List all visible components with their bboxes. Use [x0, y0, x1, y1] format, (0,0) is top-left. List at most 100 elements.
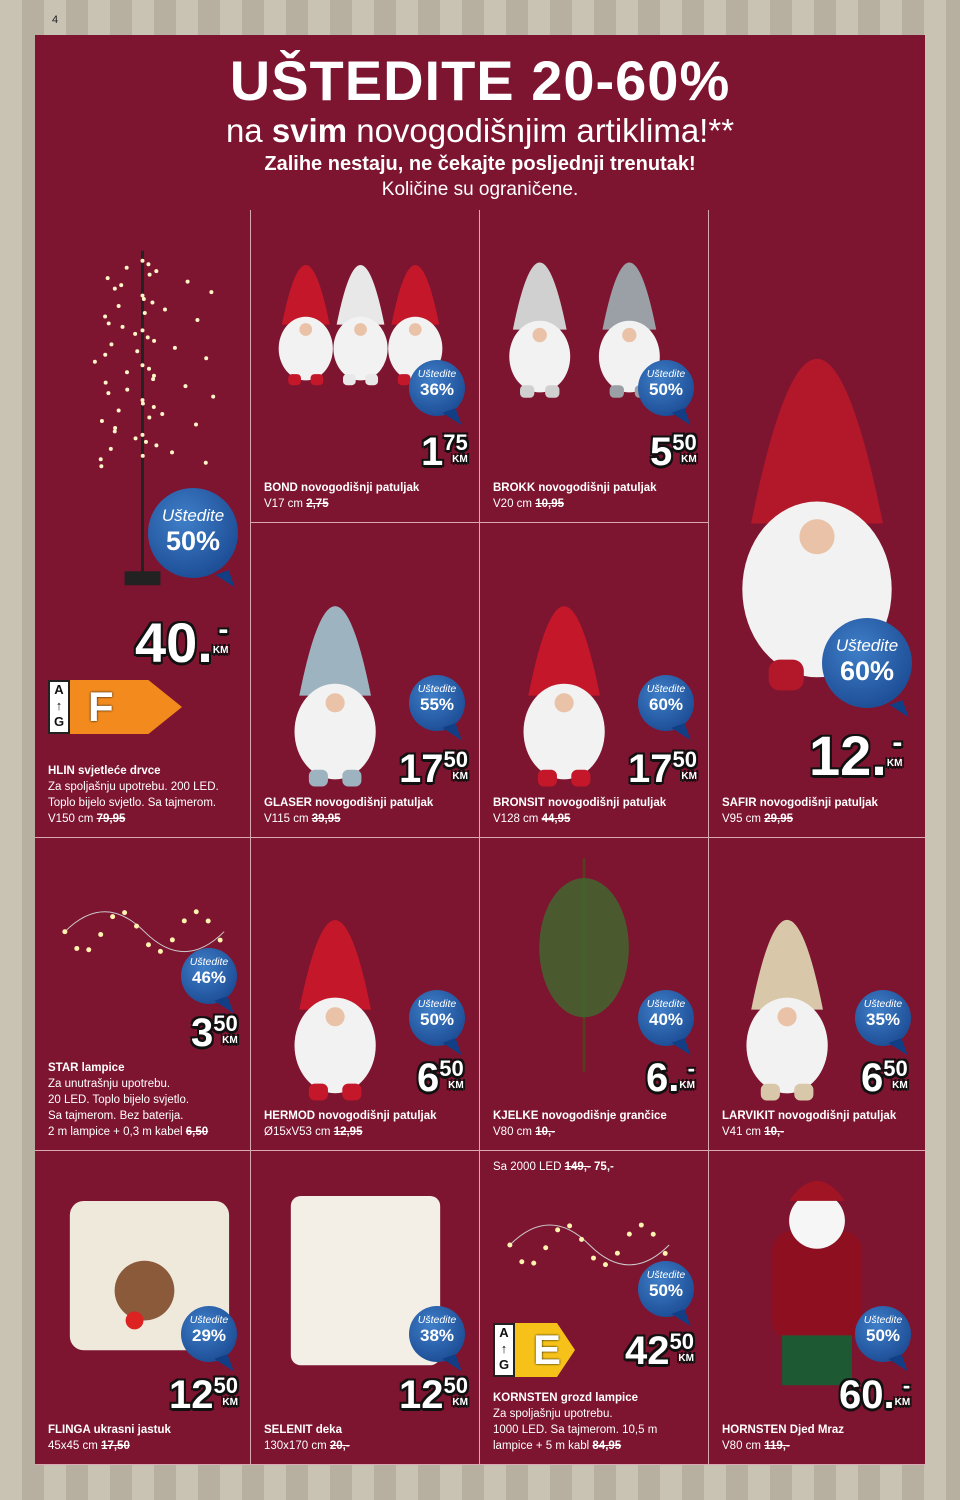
product-info: HLIN svjetleće drvce Za spoljašnju upotre…: [48, 763, 242, 827]
product-info: HERMOD novogodišnji patuljak Ø15xV53 cm 1…: [264, 1108, 471, 1140]
subheadline-pre: na: [225, 112, 272, 149]
price: 1750 KM: [399, 747, 468, 791]
product-info: BROKK novogodišnji patuljak V20 cm 10,95: [493, 480, 700, 512]
discount-badge: Uštedite 35%: [855, 990, 911, 1046]
price: 175 KM: [421, 430, 468, 474]
price: 1750 KM: [628, 747, 697, 791]
product-info: SELENIT deka 130x170 cm 20,-: [264, 1422, 471, 1454]
discount-badge: Uštedite 46%: [181, 948, 237, 1004]
product-image: [290, 1195, 441, 1366]
old-price: 84,95: [592, 1440, 622, 1452]
product-name: HORNSTEN Djed Mraz: [722, 1424, 845, 1436]
price: 650 KM: [417, 1056, 464, 1100]
product-name: FLINGA ukrasni jastuk: [48, 1424, 171, 1436]
product-size: Ø15xV53 cm 12,95: [264, 1126, 363, 1138]
product-tile[interactable]: Uštedite 38% 1250 KM SELENIT deka 130x170 cm …: [251, 1151, 480, 1465]
product-name: LARVIKIT novogodišnji patuljak: [722, 1110, 897, 1122]
product-tile[interactable]: Uštedite 60% 12. - KM SAFIR novogodišnji patu…: [709, 210, 925, 838]
product-size: V41 cm 10,-: [722, 1126, 785, 1138]
product-image: [278, 264, 443, 386]
product-name: SELENIT deka: [264, 1424, 342, 1436]
product-description: Za spoljašnju upotrebu.: [493, 1408, 613, 1420]
energy-class: E: [515, 1323, 575, 1377]
old-price: 29,95: [764, 813, 793, 825]
price: 40. - KM: [135, 611, 229, 674]
product-tile[interactable]: Uštedite 50% 550 KM BROKK novogodišnji patul…: [480, 210, 709, 523]
product-image: [294, 919, 376, 1101]
price: 1250 KM: [399, 1373, 468, 1417]
product-image: [294, 606, 376, 787]
product-tile[interactable]: Uštedite 50% 60. - KM HORNSTEN Djed Mraz V80 c…: [709, 1151, 925, 1465]
energy-label: A ↑ G E: [493, 1323, 575, 1377]
product-info: BOND novogodišnji patuljak V17 cm 2,75: [264, 480, 471, 512]
price: 60. - KM: [839, 1373, 911, 1417]
discount-badge: Uštedite 29%: [181, 1306, 237, 1362]
product-tile[interactable]: Uštedite 35% 650 KM LARVIKIT novogodišnji pa…: [709, 838, 925, 1151]
product-info: FLINGA ukrasni jastuk 45x45 cm 17,50: [48, 1422, 242, 1454]
old-price: 12,95: [333, 1126, 363, 1138]
product-image: [523, 606, 605, 787]
old-price: 10,-: [764, 1126, 785, 1138]
product-tile[interactable]: Uštedite 36% 175 KM BOND novogodišnji patulj…: [251, 210, 480, 523]
product-size: 130x170 cm 20,-: [264, 1440, 350, 1452]
old-price: 10,-: [535, 1126, 556, 1138]
page-number: 4: [52, 14, 59, 26]
discount-badge: Uštedite 50%: [638, 1261, 694, 1317]
discount-badge: Uštedite 38%: [409, 1306, 465, 1362]
product-tile[interactable]: Uštedite 50% 650 KM HERMOD novogodišnji patu…: [251, 838, 480, 1151]
product-name: HERMOD novogodišnji patuljak: [264, 1110, 437, 1122]
product-description: 1000 LED. Sa tajmerom. 10,5 m: [493, 1424, 658, 1436]
product-size: V150 cm 79,95: [48, 813, 126, 825]
product-size: 2 m lampice + 0,3 m kabel 6,50: [48, 1126, 209, 1138]
price: 650 KM: [861, 1056, 908, 1100]
product-name: GLASER novogodišnji patuljak: [264, 797, 434, 809]
old-price: 39,95: [311, 813, 341, 825]
product-info: STAR lampice Za unutrašnju upotrebu. 20 LE…: [48, 1060, 242, 1140]
product-name: BOND novogodišnji patuljak: [264, 482, 420, 494]
product-info: KJELKE novogodišnje grančice V80 cm 10,-: [493, 1108, 700, 1140]
product-size: lampice + 5 m kabl 84,95: [493, 1440, 622, 1452]
discount-badge: Uštedite 50%: [855, 1306, 911, 1362]
offer-panel: UŠTEDITE 20-60% na svim novogodišnjim ar…: [35, 35, 925, 1465]
product-size: 45x45 cm 17,50: [48, 1440, 130, 1452]
discount-badge: Uštedite 50%: [409, 990, 465, 1046]
product-image: [92, 250, 216, 586]
discount-badge: Uštedite 60%: [638, 675, 694, 731]
product-image: [746, 919, 828, 1101]
product-name: STAR lampice: [48, 1062, 125, 1074]
product-size: V115 cm 39,95: [264, 813, 341, 825]
old-price: 20,-: [329, 1440, 350, 1452]
product-description: Toplo bijelo svjetlo. Sa tajmerom.: [48, 797, 217, 809]
product-info: LARVIKIT novogodišnji patuljak V41 cm 10,…: [722, 1108, 917, 1140]
product-tile[interactable]: Sa 2000 LED 149,- 75,- Uštedite 50% 4250 KM A…: [480, 1151, 709, 1465]
discount-badge: Uštedite 50%: [638, 360, 694, 416]
product-image: [507, 1222, 670, 1268]
product-description: Za unutrašnju upotrebu.: [48, 1078, 171, 1090]
old-price: 79,95: [96, 813, 126, 825]
product-tile[interactable]: Uštedite 50% 40. - KM A ↑ G F HLIN svjetleće drvc…: [35, 210, 251, 838]
product-name: KORNSTEN grozd lampice: [493, 1392, 639, 1404]
product-size: V17 cm 2,75: [264, 498, 329, 510]
product-tile[interactable]: Uštedite 46% 350 KM STAR lampice Za unutrašnj…: [35, 838, 251, 1151]
price: 550 KM: [650, 430, 697, 474]
price: 350 KM: [191, 1011, 238, 1055]
product-name: HLIN svjetleće drvce: [48, 765, 161, 777]
stock-warning: Zalihe nestaju, ne čekajte posljednji tr…: [264, 153, 696, 175]
price: 1250 KM: [169, 1373, 238, 1417]
subheadline-bold: svim: [271, 112, 348, 149]
product-info: BRONSIT novogodišnji patuljak V128 cm 44,…: [493, 795, 700, 827]
subheadline: na svim novogodišnjim artiklima!**: [35, 113, 925, 149]
energy-class: F: [70, 680, 182, 734]
price: 6. - KM: [646, 1056, 695, 1100]
product-tile[interactable]: Uštedite 55% 1750 KM GLASER novogodišnji pat…: [251, 523, 480, 838]
product-image: [539, 858, 629, 1072]
energy-label: A ↑ G F: [48, 680, 182, 734]
product-size: V95 cm 29,95: [722, 813, 793, 825]
product-tile[interactable]: Uštedite 40% 6. - KM KJELKE novogodišnje gran…: [480, 838, 709, 1151]
header: UŠTEDITE 20-60% na svim novogodišnjim ar…: [35, 49, 925, 203]
product-description: 20 LED. Toplo bijelo svjetlo.: [48, 1094, 190, 1106]
variant-note: Sa 2000 LED 149,- 75,-: [493, 1161, 614, 1173]
product-tile[interactable]: Uštedite 29% 1250 KM FLINGA ukrasni jastuk 45…: [35, 1151, 251, 1465]
product-tile[interactable]: Uštedite 60% 1750 KM BRONSIT novogodišnji pa…: [480, 523, 709, 838]
discount-badge: Uštedite 36%: [409, 360, 465, 416]
